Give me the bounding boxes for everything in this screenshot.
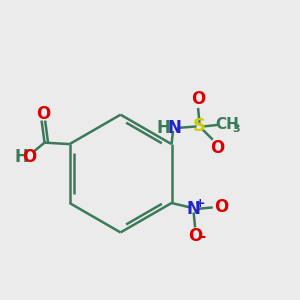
Text: H: H	[156, 119, 170, 137]
Text: CH: CH	[215, 118, 239, 133]
Text: -: -	[199, 230, 206, 244]
Text: O: O	[22, 148, 36, 166]
Text: H: H	[15, 148, 29, 166]
Text: 3: 3	[232, 124, 240, 134]
Text: O: O	[210, 139, 224, 157]
Text: S: S	[193, 117, 206, 135]
Text: O: O	[36, 105, 50, 123]
Text: O: O	[214, 198, 228, 216]
Text: O: O	[188, 227, 202, 245]
Text: +: +	[195, 197, 206, 210]
Text: N: N	[187, 200, 201, 218]
Text: O: O	[191, 90, 205, 108]
Text: N: N	[168, 119, 182, 137]
